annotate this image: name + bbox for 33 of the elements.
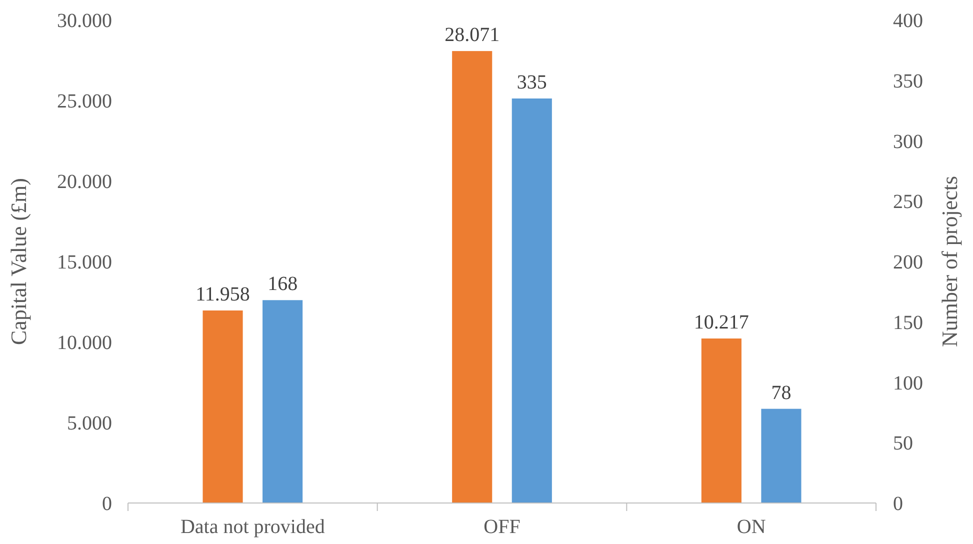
x-tick-label: OFF (484, 516, 520, 538)
y2-tick-label: 200 (893, 252, 923, 274)
y-tick-label: 0 (102, 493, 112, 515)
y2-tick-label: 350 (893, 70, 923, 92)
y-axis-title: Capital Value (£m) (6, 178, 31, 345)
data-label: 168 (268, 273, 298, 296)
bar (262, 300, 303, 503)
y-tick-label: 5.000 (67, 412, 112, 434)
data-label: 28.071 (444, 24, 500, 46)
data-label: 11.958 (196, 283, 250, 306)
data-label: 10.217 (694, 312, 749, 334)
y2-axis-title: Number of projects (937, 176, 962, 348)
bar (761, 408, 802, 503)
data-label: 78 (771, 382, 792, 404)
y-tick-label: 25.000 (57, 90, 112, 112)
y2-tick-label: 300 (893, 130, 923, 153)
y2-tick-label: 150 (893, 312, 923, 334)
data-label: 335 (516, 71, 547, 94)
bar (512, 98, 552, 503)
y2-tick-label: 250 (893, 191, 923, 214)
y2-tick-label: 50 (893, 432, 913, 455)
y-tick-label: 10.000 (57, 332, 112, 354)
y-tick-label: 15.000 (57, 252, 112, 274)
bar (701, 338, 742, 503)
y2-tick-label: 100 (893, 372, 923, 394)
bar (452, 51, 492, 503)
bar (202, 310, 243, 503)
y2-tick-label: 0 (893, 493, 903, 515)
y-tick-label: 20.000 (57, 171, 112, 193)
x-tick-label: Data not provided (180, 516, 325, 538)
x-tick-label: ON (736, 516, 766, 538)
y-tick-label: 30.000 (57, 10, 112, 32)
y2-tick-label: 400 (893, 10, 923, 32)
